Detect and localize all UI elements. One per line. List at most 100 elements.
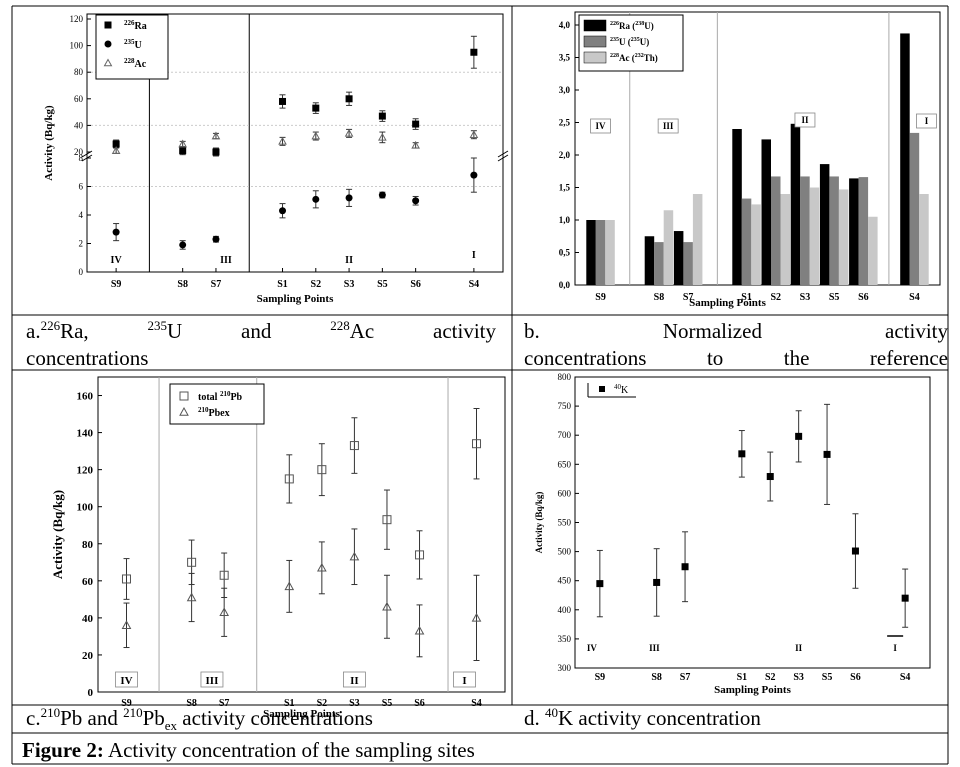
tick-label-y: 2,5 [559, 118, 571, 128]
zone-label-box [343, 671, 366, 688]
tick-label-x: S2 [311, 279, 322, 290]
axis-break [497, 150, 509, 158]
data-point [179, 241, 187, 249]
tick-label-x: S5 [829, 292, 840, 303]
tick-label-x: S3 [793, 672, 804, 683]
data-point [470, 48, 478, 56]
tick-label-x: S6 [858, 292, 869, 303]
bar [595, 220, 606, 285]
y-axis-label: Activity (Bq/kg) [50, 490, 65, 579]
panel-d-caption: d. 40K activity concentration [524, 705, 761, 730]
bar [605, 220, 615, 285]
x-axis-label: Sampling Points [689, 297, 766, 309]
tick-label-x: S1 [741, 292, 752, 303]
tick-label-x: S3 [344, 279, 355, 290]
tick-label-x: S5 [377, 279, 388, 290]
tick-label-x: S3 [349, 698, 360, 709]
bar [849, 178, 859, 285]
bar [858, 177, 869, 285]
tick-label-y: 2 [79, 239, 84, 249]
zone-label: I [472, 250, 476, 261]
tick-label-y: 160 [77, 391, 94, 403]
tick-label-y: 120 [70, 14, 84, 24]
bar [790, 123, 801, 285]
y-axis-label: Activity (Bq/kg) [534, 492, 544, 554]
data-point [382, 515, 392, 525]
data-point [219, 607, 230, 617]
data-point [104, 40, 112, 48]
data-point [187, 557, 197, 567]
tick-label-y: 0 [79, 267, 84, 277]
data-point [278, 136, 287, 145]
panel-a-chart: 20 40 60 80 100 120 0 2 4 6 8 S9 S8 S7 S1 S2 S3 S5 S6 S4 Sam… [43, 13, 509, 305]
data-point [349, 551, 360, 561]
tick-label-y: 80 [74, 67, 84, 77]
bar [644, 236, 655, 285]
x-axis-label: Sampling Points [263, 708, 340, 720]
tick-label-y: 60 [74, 94, 84, 104]
zone-label-box [657, 118, 679, 134]
tick-label-x: S4 [471, 698, 482, 709]
tick-label-x: S7 [219, 698, 230, 709]
panel-d-chart: 300 350 400 450 500 550 600 650 700 750 800 S9 S8 S7 S… [534, 372, 931, 696]
zone-label-box [794, 112, 816, 128]
legend-box [169, 383, 265, 425]
data-point [349, 441, 359, 451]
data-point [178, 139, 188, 148]
tick-label-y: 1,5 [559, 183, 571, 193]
data-point [344, 128, 354, 137]
legend-entry: 226Ra (238U) [610, 21, 654, 31]
legend-entry: 226Ra [124, 19, 147, 32]
data-point [469, 130, 479, 139]
bar [761, 139, 771, 285]
tick-label-y: 0,5 [559, 248, 571, 258]
data-point [766, 473, 774, 481]
tick-label-x: S5 [822, 672, 833, 683]
tick-label-y: 0 [88, 687, 94, 699]
x-axis-label: Sampling Points [257, 293, 334, 305]
zone-label-box [453, 671, 476, 688]
panel-c-chart: 0 20 40 60 80 100 120 140 160 S9 S8 S7 S1 S2 S3 S5 S6 S4 S… [50, 376, 506, 720]
data-point [279, 207, 287, 215]
tick-label-y: 140 [77, 428, 94, 440]
bar [751, 204, 761, 285]
tick-label-y: 1,0 [559, 215, 571, 225]
tick-label-x: S9 [111, 279, 122, 290]
figure-caption: Figure 2: Activity concentration of the … [22, 738, 475, 762]
data-point [599, 386, 605, 392]
tick-label-x: S4 [909, 292, 920, 303]
data-point [186, 592, 197, 602]
bar [692, 194, 703, 285]
bar [868, 216, 878, 285]
zone-label-box [916, 113, 937, 129]
tick-label-y: 120 [77, 465, 94, 477]
legend-entry: 40K [614, 383, 629, 396]
panel-b-chart: 0,0 0,5 1,0 1,5 2,0 2,5 3,0 3,5 4,0 S9 S8 S7 S1 S2 S3 S… [559, 11, 941, 309]
bar [663, 210, 674, 285]
data-point [219, 570, 229, 580]
bar [683, 242, 693, 285]
data-point [378, 132, 387, 141]
zone-label: I [893, 643, 897, 653]
data-point [411, 140, 420, 149]
table-borders [11, 5, 949, 765]
tick-label-x: S7 [683, 292, 694, 303]
tick-label-y: 400 [558, 605, 572, 615]
legend-entry: 235U [124, 38, 142, 51]
tick-label-y: 100 [70, 41, 84, 51]
bar [838, 189, 849, 285]
bar [809, 187, 820, 285]
tick-label-y: 2,0 [559, 150, 571, 160]
tick-label-y: 4 [79, 210, 84, 220]
data-point [738, 450, 746, 458]
zone-label: IV [596, 121, 607, 131]
tick-label-x: S8 [654, 292, 665, 303]
tick-label-y: 3,5 [559, 53, 571, 63]
data-point [311, 131, 321, 140]
data-point [112, 228, 120, 236]
tick-label-y: 700 [558, 430, 572, 440]
tick-label-y: 350 [558, 634, 572, 644]
data-point [851, 547, 859, 555]
data-point [378, 191, 386, 199]
panel-a-caption: a.226Ra, 235U and 228Ac activity [26, 318, 496, 343]
